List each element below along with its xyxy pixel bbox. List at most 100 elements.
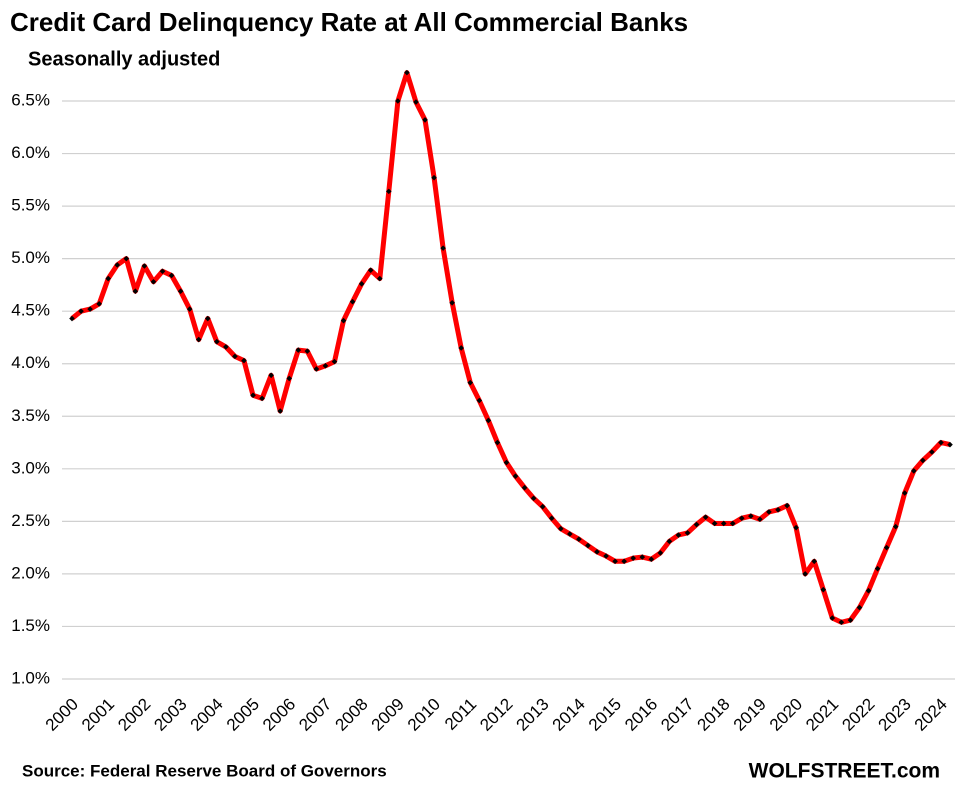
y-tick-label: 2.5% xyxy=(11,511,50,530)
marker xyxy=(467,379,474,386)
marker xyxy=(892,523,899,530)
credit: WOLFSTREET.com xyxy=(749,760,940,783)
marker xyxy=(476,397,483,404)
marker xyxy=(585,542,591,549)
marker xyxy=(331,358,338,365)
chart-subtitle: Seasonally adjusted xyxy=(28,48,220,70)
marker xyxy=(874,565,881,572)
marker xyxy=(856,604,863,611)
marker xyxy=(521,484,528,491)
marker xyxy=(847,617,854,623)
marker xyxy=(340,317,347,324)
marker xyxy=(539,503,546,510)
y-tick-label: 6.5% xyxy=(11,90,50,109)
marker xyxy=(123,255,130,262)
marker xyxy=(358,281,365,287)
marker xyxy=(195,336,202,343)
marker xyxy=(512,473,519,479)
x-tick-label: 2008 xyxy=(331,695,371,735)
y-tick-label: 4.0% xyxy=(11,353,50,372)
marker xyxy=(159,268,166,275)
marker xyxy=(78,308,84,314)
marker xyxy=(440,245,446,251)
marker xyxy=(594,549,600,555)
marker xyxy=(684,530,691,536)
x-tick-label: 2021 xyxy=(802,695,842,735)
marker xyxy=(576,536,582,543)
marker xyxy=(865,587,872,594)
marker xyxy=(304,348,311,354)
marker xyxy=(938,439,944,446)
x-tick-label: 2002 xyxy=(114,695,154,735)
marker xyxy=(720,520,727,527)
x-tick-label: 2001 xyxy=(78,695,118,735)
marker xyxy=(739,515,745,522)
marker xyxy=(883,544,890,551)
x-tick-label: 2017 xyxy=(657,695,697,735)
marker xyxy=(530,495,537,502)
marker xyxy=(322,363,329,369)
x-tick-label: 2022 xyxy=(838,695,878,735)
marker xyxy=(313,366,320,372)
marker xyxy=(757,516,763,523)
x-tick-label: 2014 xyxy=(549,695,589,735)
marker xyxy=(494,439,501,446)
marker xyxy=(250,392,256,399)
chart-title: Credit Card Delinquency Rate at All Comm… xyxy=(10,7,688,37)
marker xyxy=(901,490,908,496)
line xyxy=(70,70,951,625)
marker xyxy=(241,357,247,364)
marker xyxy=(693,521,700,528)
marker xyxy=(675,532,682,538)
marker xyxy=(630,555,636,561)
marker xyxy=(929,449,935,455)
y-tick-label: 6.0% xyxy=(11,143,50,162)
marker xyxy=(820,586,827,593)
y-tick-label: 1.0% xyxy=(11,668,50,687)
marker xyxy=(802,571,808,577)
marker xyxy=(395,98,401,104)
x-tick-label: 2012 xyxy=(476,695,516,735)
marker xyxy=(838,619,845,626)
y-tick-label: 2.0% xyxy=(11,563,50,582)
marker xyxy=(286,375,293,382)
y-tick-label: 1.5% xyxy=(11,616,50,635)
marker xyxy=(150,278,157,285)
marker xyxy=(621,558,627,565)
x-tick-label: 2024 xyxy=(911,695,951,735)
y-tick-label: 4.5% xyxy=(11,301,50,320)
marker xyxy=(259,395,265,402)
marker xyxy=(69,315,75,322)
marker xyxy=(132,288,139,295)
marker xyxy=(232,353,238,360)
marker xyxy=(548,515,555,522)
x-tick-label: 2015 xyxy=(585,695,625,735)
marker xyxy=(186,306,193,312)
marker xyxy=(214,338,220,345)
marker xyxy=(729,520,736,527)
x-tick-label: 2020 xyxy=(766,695,806,735)
marker xyxy=(422,117,428,123)
marker xyxy=(96,301,102,307)
marker xyxy=(404,69,410,76)
marker xyxy=(376,275,383,282)
x-tick-label: 2023 xyxy=(875,695,915,735)
x-tick-label: 2011 xyxy=(441,695,480,734)
marker xyxy=(711,520,718,527)
marker xyxy=(87,306,93,312)
marker xyxy=(766,509,772,515)
marker xyxy=(784,502,790,509)
marker xyxy=(177,288,184,295)
x-tick-label: 2019 xyxy=(730,695,770,735)
marker xyxy=(485,417,492,424)
marker xyxy=(811,558,818,565)
marker xyxy=(386,188,392,195)
x-tick-label: 2003 xyxy=(150,695,190,735)
marker xyxy=(920,457,926,464)
marker xyxy=(648,556,655,562)
x-tick-label: 2018 xyxy=(694,695,734,735)
marker xyxy=(141,263,148,269)
marker xyxy=(277,408,283,414)
marker xyxy=(657,550,664,556)
